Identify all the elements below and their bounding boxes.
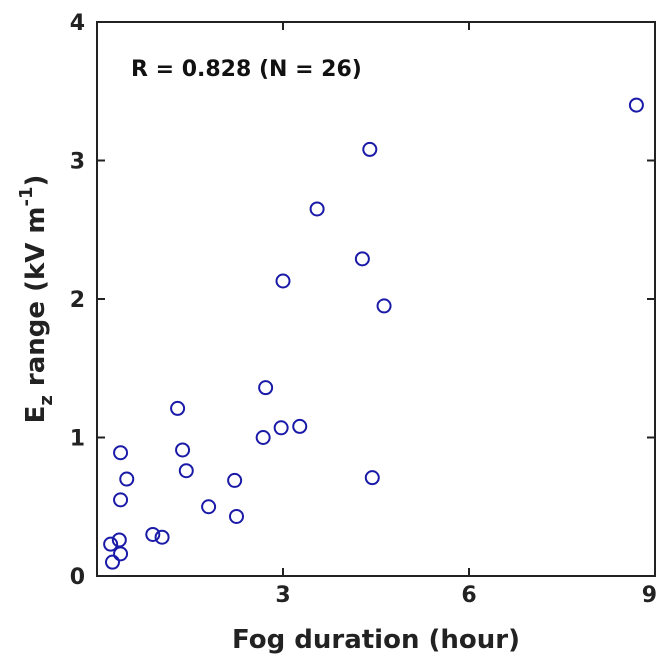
data-points bbox=[103, 97, 644, 570]
x-tick-label: 9 bbox=[642, 583, 657, 608]
y-tick-label: 0 bbox=[70, 565, 85, 590]
data-point bbox=[111, 532, 127, 548]
data-point bbox=[376, 298, 392, 314]
x-tick-label: 3 bbox=[275, 583, 290, 608]
y-tick-label: 3 bbox=[70, 150, 85, 175]
data-point bbox=[170, 400, 186, 416]
data-point bbox=[113, 445, 129, 461]
y-axis-title-subscript: z bbox=[36, 395, 57, 405]
data-point bbox=[229, 508, 244, 524]
data-point bbox=[309, 201, 325, 217]
data-point bbox=[354, 251, 370, 267]
data-point bbox=[175, 442, 191, 458]
x-tick-label: 6 bbox=[461, 583, 476, 608]
data-point bbox=[273, 420, 289, 436]
y-tick-label: 1 bbox=[70, 427, 85, 452]
data-point bbox=[227, 472, 243, 488]
data-point bbox=[258, 380, 274, 396]
data-point bbox=[119, 471, 135, 487]
y-axis-title: Ez range (kV m-1) bbox=[16, 175, 57, 424]
y-tick-label: 4 bbox=[70, 11, 85, 36]
data-point bbox=[145, 526, 161, 542]
correlation-annotation: R = 0.828 (N = 26) bbox=[131, 57, 362, 82]
y-axis-title-superscript: -1 bbox=[16, 186, 37, 206]
data-point bbox=[201, 499, 217, 515]
data-point bbox=[364, 470, 380, 486]
data-point bbox=[103, 536, 119, 552]
data-point bbox=[178, 463, 194, 479]
y-tick-label: 2 bbox=[70, 288, 85, 313]
data-point bbox=[628, 97, 644, 113]
y-axis-title-text: range (kV m bbox=[21, 206, 51, 395]
data-point bbox=[255, 430, 271, 445]
data-point bbox=[113, 492, 129, 508]
y-axis-title-base: E bbox=[21, 406, 51, 424]
data-point bbox=[362, 141, 378, 157]
data-point bbox=[275, 273, 291, 289]
x-axis-title: Fog duration (hour) bbox=[232, 625, 520, 655]
data-point bbox=[105, 554, 120, 570]
y-axis-title-close: ) bbox=[21, 175, 51, 187]
axis-ticks: 0 1 2 3 4 3 6 9 bbox=[70, 11, 657, 608]
data-point bbox=[113, 546, 129, 562]
data-point bbox=[292, 418, 308, 434]
plot-frame bbox=[96, 21, 656, 577]
data-point bbox=[154, 529, 170, 545]
